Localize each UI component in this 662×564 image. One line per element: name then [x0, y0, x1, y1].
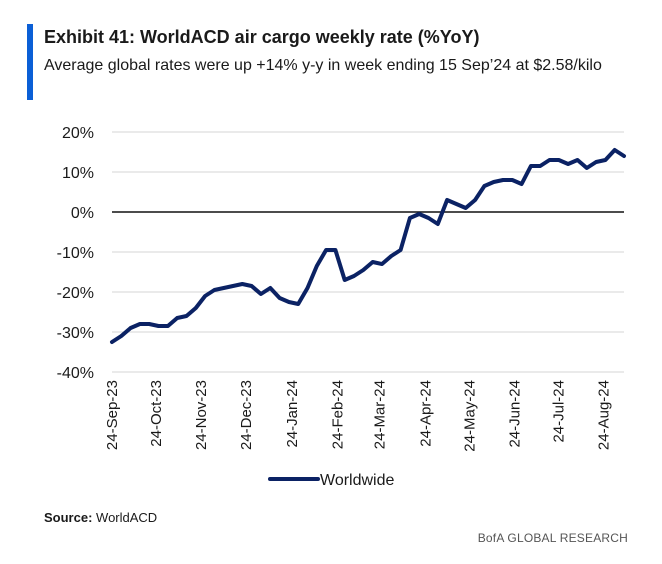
x-tick-label: 24-Apr-24: [417, 380, 434, 447]
data-point: [557, 158, 561, 162]
x-tick-label: 24-Jul-24: [550, 380, 567, 443]
data-point: [296, 302, 300, 306]
chart-subtitle: Average global rates were up +14% y-y in…: [44, 57, 602, 74]
data-point: [436, 222, 440, 226]
data-point: [259, 292, 263, 296]
legend: Worldwide: [268, 472, 395, 489]
data-point: [166, 324, 170, 328]
data-point: [138, 322, 142, 326]
data-point: [231, 284, 235, 288]
data-point: [250, 284, 254, 288]
data-point: [613, 148, 617, 152]
series-layer: [110, 148, 626, 344]
y-tick-label: -10%: [57, 245, 94, 262]
x-tick-label: 24-Sep-23: [104, 380, 121, 450]
data-point: [324, 248, 328, 252]
y-tick-label: 20%: [62, 125, 94, 142]
data-point: [352, 274, 356, 278]
source-label: Source:: [44, 510, 93, 525]
data-point: [538, 164, 542, 168]
data-point: [194, 306, 198, 310]
data-point: [501, 178, 505, 182]
data-point: [482, 184, 486, 188]
y-tick-label: -30%: [57, 325, 94, 342]
title-accent-bar: [27, 24, 33, 100]
data-point: [240, 282, 244, 286]
x-tick-label: 24-Feb-24: [329, 380, 346, 449]
y-axis-ticks: 20% 10% 0% -10% -20% -30% -40%: [57, 125, 94, 382]
data-point: [277, 296, 282, 300]
data-point: [110, 340, 114, 344]
chart-title: Exhibit 41: WorldACD air cargo weekly ra…: [44, 27, 480, 47]
data-point: [343, 278, 347, 282]
data-point: [184, 314, 189, 318]
data-point: [389, 254, 393, 258]
data-point: [417, 212, 421, 216]
source-value: WorldACD: [96, 510, 158, 525]
data-point: [212, 288, 216, 292]
data-point: [454, 202, 459, 206]
data-point: [333, 248, 338, 252]
data-point: [268, 286, 272, 290]
legend-label-worldwide: Worldwide: [320, 472, 395, 489]
data-point: [408, 216, 412, 220]
x-tick-label: 24-May-24: [461, 380, 478, 452]
data-point: [222, 286, 226, 290]
data-point: [398, 248, 403, 252]
x-tick-label: 24-Dec-23: [238, 380, 255, 450]
data-point: [119, 334, 123, 338]
gridlines: [112, 131, 624, 373]
data-point: [529, 164, 533, 168]
series-line-worldwide: [110, 148, 626, 344]
y-tick-label: 0%: [71, 205, 94, 222]
x-tick-label: 24-Jun-24: [506, 380, 523, 448]
data-point: [510, 178, 514, 182]
x-tick-label: 24-Nov-23: [193, 380, 210, 450]
data-point: [594, 160, 598, 164]
data-point: [492, 180, 496, 184]
data-point: [547, 158, 552, 162]
data-point: [622, 154, 626, 158]
y-tick-label: -20%: [57, 285, 94, 302]
data-point: [156, 324, 161, 328]
data-point: [464, 206, 468, 210]
brand-footer: BofA GLOBAL RESEARCH: [477, 531, 628, 545]
data-point: [287, 300, 291, 304]
data-point: [426, 216, 431, 220]
data-point: [445, 198, 449, 202]
data-point: [566, 162, 570, 166]
data-point: [575, 158, 580, 162]
x-tick-label: 24-Oct-23: [148, 380, 165, 447]
data-point: [520, 182, 524, 186]
x-tick-label: 24-Jan-24: [284, 380, 301, 448]
data-point: [603, 158, 607, 162]
x-axis-ticks: 24-Sep-23 24-Oct-23 24-Nov-23 24-Dec-23 24-J…: [104, 380, 613, 452]
data-point: [473, 198, 477, 202]
data-point: [380, 262, 384, 266]
data-point: [175, 316, 179, 320]
data-point: [203, 294, 207, 298]
x-tick-label: 24-Aug-24: [596, 380, 613, 450]
x-tick-label: 24-Mar-24: [371, 380, 388, 449]
data-point: [371, 260, 375, 264]
y-tick-label: -40%: [57, 365, 94, 382]
data-point: [585, 166, 589, 170]
y-tick-label: 10%: [62, 165, 94, 182]
source-note: Source: WorldACD: [44, 510, 157, 525]
data-point: [361, 268, 365, 272]
data-point: [305, 286, 310, 290]
data-point: [315, 264, 319, 268]
data-point: [129, 326, 133, 330]
data-point: [147, 322, 151, 326]
